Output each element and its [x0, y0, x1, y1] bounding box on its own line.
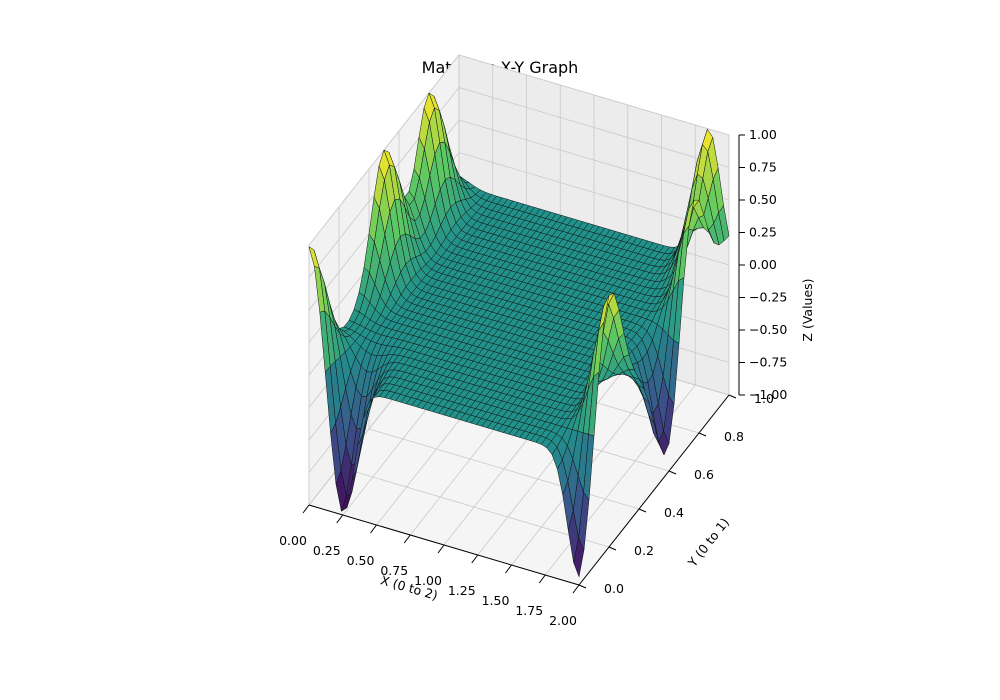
y-tick-label: 0.8 — [724, 429, 744, 444]
x-tick — [370, 524, 377, 534]
z-tick-label: −0.50 — [749, 322, 787, 337]
y-tick — [668, 470, 677, 475]
y-tick — [698, 432, 707, 437]
z-tick-label: 0.75 — [749, 160, 777, 175]
x-tick — [302, 504, 310, 514]
z-tick-label: 1.00 — [749, 127, 777, 142]
z-tick-label: −0.25 — [749, 290, 787, 305]
y-axis-line — [578, 394, 730, 586]
y-axis-label: Y (0 to 1) — [684, 515, 732, 571]
z-tick-label: 0.50 — [749, 192, 777, 207]
grid-line-x — [477, 364, 629, 556]
surface-facet — [573, 536, 585, 578]
x-tick-label: 0.25 — [313, 543, 341, 558]
x-tick-label: 1.25 — [448, 583, 476, 598]
grid-line-z — [458, 119, 730, 201]
y-tick — [578, 584, 587, 589]
grid-line-z — [458, 87, 730, 168]
x-tick-label: 1.00 — [414, 573, 442, 588]
x-tick-label: 2.00 — [549, 613, 577, 628]
y-tick — [608, 546, 617, 551]
y-tick-label: 0.4 — [664, 505, 684, 520]
x-tick — [437, 544, 445, 554]
grid-line-y — [368, 428, 640, 510]
x-tick-label: 1.50 — [482, 593, 510, 608]
grid-line-z — [458, 152, 730, 233]
axes: 0.000.250.500.751.001.251.501.752.000.00… — [279, 127, 787, 628]
x-tick-label: 1.75 — [515, 603, 543, 618]
z-axis-label: Z (Values) — [800, 278, 815, 341]
x-tick — [572, 584, 580, 594]
x-tick-label: 0.00 — [279, 533, 307, 548]
y-tick-label: 0.2 — [634, 543, 654, 558]
y-tick-label: 1.0 — [754, 391, 774, 406]
surface-mesh — [308, 92, 730, 578]
y-tick — [728, 394, 737, 399]
z-tick-label: −0.75 — [749, 355, 787, 370]
y-tick-label: 0.0 — [604, 581, 624, 596]
x-tick — [403, 534, 411, 544]
y-tick-label: 0.6 — [694, 467, 714, 482]
x-tick-label: 0.50 — [347, 553, 375, 568]
grid-line-y — [338, 466, 610, 548]
z-tick-label: 0.25 — [749, 225, 777, 240]
grid-line-z — [458, 54, 730, 136]
x-tick — [336, 514, 344, 524]
z-tick-label: 0.00 — [749, 257, 777, 272]
z-tick-label: −1.00 — [749, 387, 787, 402]
y-tick — [638, 508, 647, 513]
x-tick — [538, 574, 546, 584]
x-tick — [471, 554, 479, 564]
x-tick-label: 0.75 — [380, 563, 408, 578]
x-tick — [505, 564, 512, 574]
